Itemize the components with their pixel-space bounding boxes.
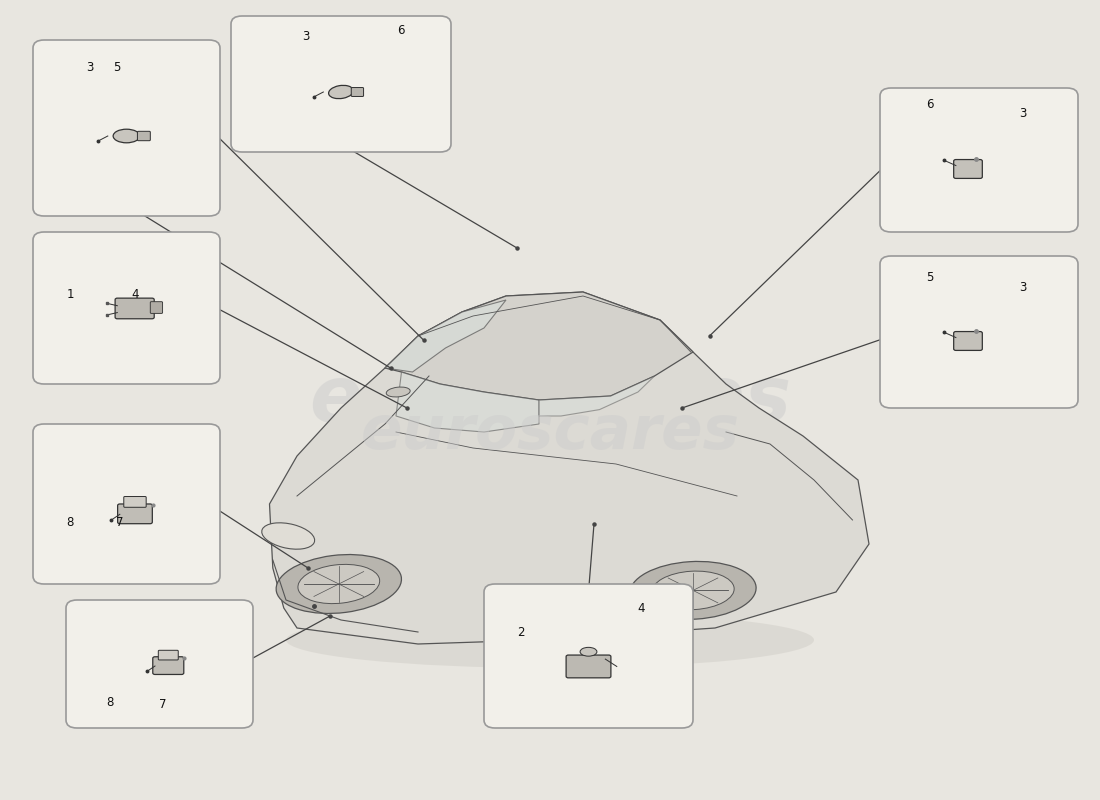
Text: 2: 2 xyxy=(517,626,525,639)
FancyBboxPatch shape xyxy=(880,256,1078,408)
FancyBboxPatch shape xyxy=(124,497,146,507)
Text: 4: 4 xyxy=(131,288,139,301)
FancyBboxPatch shape xyxy=(351,87,364,97)
FancyBboxPatch shape xyxy=(566,655,610,678)
FancyBboxPatch shape xyxy=(151,302,163,314)
Ellipse shape xyxy=(580,647,597,656)
Ellipse shape xyxy=(113,129,140,143)
FancyBboxPatch shape xyxy=(484,584,693,728)
Text: 8: 8 xyxy=(67,516,74,530)
FancyBboxPatch shape xyxy=(954,331,982,350)
FancyBboxPatch shape xyxy=(33,424,220,584)
Text: 6: 6 xyxy=(397,23,404,37)
FancyBboxPatch shape xyxy=(153,657,184,674)
FancyBboxPatch shape xyxy=(116,298,154,318)
Text: 1: 1 xyxy=(67,288,74,301)
Text: euroscares: euroscares xyxy=(361,402,739,462)
FancyBboxPatch shape xyxy=(231,16,451,152)
Polygon shape xyxy=(396,372,539,432)
FancyBboxPatch shape xyxy=(158,650,178,660)
Text: 5: 5 xyxy=(926,271,934,284)
FancyBboxPatch shape xyxy=(118,504,152,524)
Text: 3: 3 xyxy=(301,30,309,42)
Text: 3: 3 xyxy=(87,61,94,74)
FancyBboxPatch shape xyxy=(33,40,220,216)
Text: 4: 4 xyxy=(637,602,645,615)
Ellipse shape xyxy=(298,564,380,604)
Text: 7: 7 xyxy=(117,516,123,530)
Text: 8: 8 xyxy=(107,695,113,709)
Text: 5: 5 xyxy=(113,61,120,74)
Polygon shape xyxy=(385,300,506,372)
Polygon shape xyxy=(539,376,654,416)
Ellipse shape xyxy=(386,387,410,397)
Text: euroscares: euroscares xyxy=(309,362,791,438)
Ellipse shape xyxy=(329,86,353,98)
Text: 7: 7 xyxy=(160,698,166,711)
Polygon shape xyxy=(385,292,693,400)
FancyBboxPatch shape xyxy=(138,131,151,141)
FancyBboxPatch shape xyxy=(880,88,1078,232)
Ellipse shape xyxy=(286,612,814,668)
Ellipse shape xyxy=(276,554,402,614)
FancyBboxPatch shape xyxy=(33,232,220,384)
Text: 3: 3 xyxy=(1020,107,1026,121)
Ellipse shape xyxy=(262,523,315,549)
FancyBboxPatch shape xyxy=(954,159,982,178)
Polygon shape xyxy=(270,292,869,644)
Ellipse shape xyxy=(630,562,756,619)
FancyBboxPatch shape xyxy=(66,600,253,728)
Text: 3: 3 xyxy=(1020,281,1026,294)
Ellipse shape xyxy=(652,571,734,610)
Text: 6: 6 xyxy=(926,98,934,111)
